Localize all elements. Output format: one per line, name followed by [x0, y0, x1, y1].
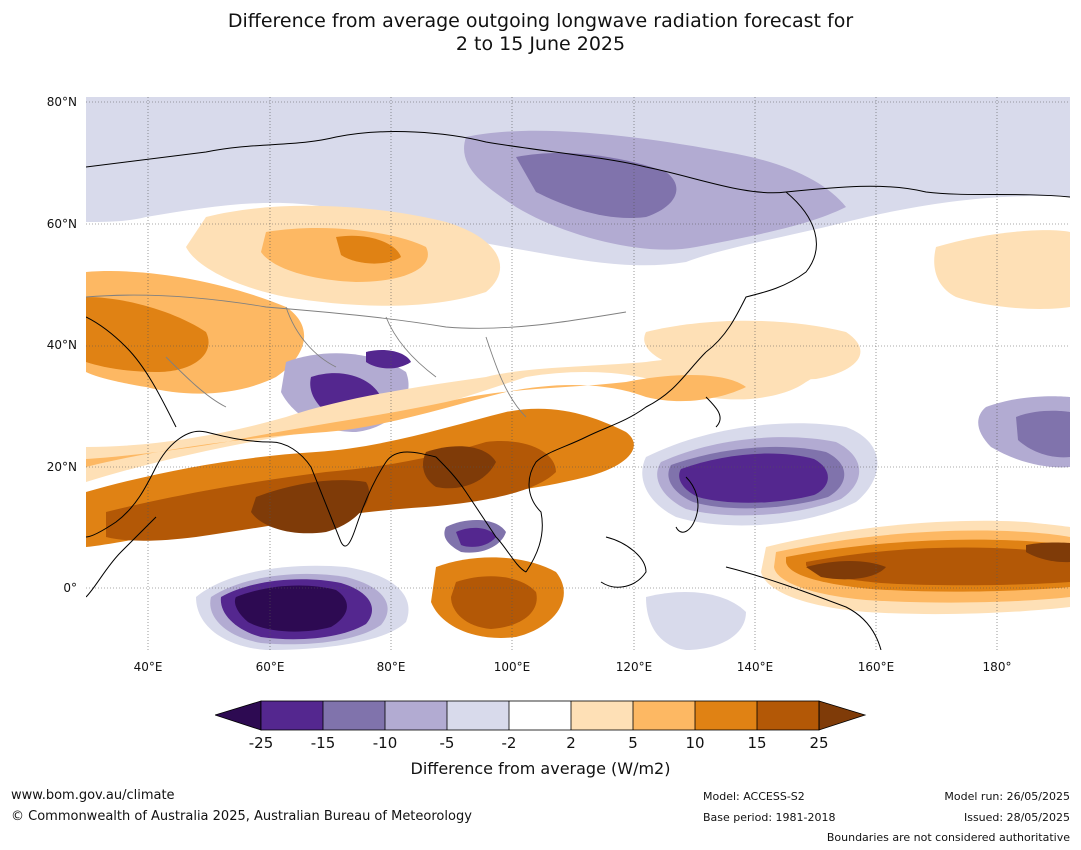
- colorbar-bin-2: [323, 701, 385, 730]
- lat-label-60n: 60°N: [46, 217, 77, 231]
- colorbar-bin-9: [757, 701, 819, 730]
- lon-label-120e: 120°E: [615, 660, 653, 674]
- lon-label-100e: 100°E: [493, 660, 531, 674]
- colorbar-tick: -15: [310, 734, 336, 752]
- website-link[interactable]: www.bom.gov.au/climate: [11, 788, 175, 803]
- graticule: [86, 97, 1070, 650]
- lon-label-80e: 80°E: [376, 660, 406, 674]
- colorbar-bin-5: [509, 701, 571, 730]
- lat-label-20n: 20°N: [46, 460, 77, 474]
- lat-label-80n: 80°N: [46, 95, 77, 109]
- model-text: Model: ACCESS-S2: [703, 790, 805, 803]
- colorbar-bin-7: [633, 701, 695, 730]
- title-line-2: 2 to 15 June 2025: [455, 33, 626, 55]
- base-period-text: Base period: 1981-2018: [703, 811, 836, 824]
- lon-label-60e: 60°E: [255, 660, 285, 674]
- lon-label-180: 180°: [982, 660, 1012, 674]
- colorbar-extend-high: [818, 700, 867, 731]
- colorbar-tick: 2: [566, 734, 576, 752]
- colorbar-tick: -10: [372, 734, 398, 752]
- coastlines: [86, 131, 1070, 650]
- colorbar-bin-8: [695, 701, 757, 730]
- colorbar-title: Difference from average (W/m2): [410, 759, 671, 778]
- map-canvas: [86, 97, 1070, 650]
- lon-label-160e: 160°E: [857, 660, 895, 674]
- issued-text: Issued: 28/05/2025: [963, 811, 1070, 824]
- colorbar-tick: 15: [747, 734, 767, 752]
- lon-label-140e: 140°E: [736, 660, 774, 674]
- colorbar-tick: 25: [809, 734, 829, 752]
- colorbar-tick: 5: [628, 734, 638, 752]
- colorbar: [215, 700, 867, 731]
- colorbar-tick: -25: [248, 734, 274, 752]
- colorbar-bin-6: [571, 701, 633, 730]
- lat-label-40n: 40°N: [46, 338, 77, 352]
- title-line-1: Difference from average outgoing longwav…: [227, 10, 854, 32]
- colorbar-extend-low: [215, 700, 262, 731]
- colorbar-tick: -5: [439, 734, 455, 752]
- disclaimer-text: Boundaries are not considered authoritat…: [826, 831, 1070, 844]
- copyright-text: © Commonwealth of Australia 2025, Austra…: [11, 809, 472, 824]
- lat-label-0: 0°: [63, 581, 77, 595]
- country-borders: [86, 294, 627, 418]
- model-run-text: Model run: 26/05/2025: [944, 790, 1070, 803]
- lon-label-40e: 40°E: [133, 660, 163, 674]
- colorbar-tick: 10: [685, 734, 705, 752]
- map-title: Difference from average outgoing longwav…: [0, 10, 1081, 56]
- colorbar-bin-4: [447, 701, 509, 730]
- colorbar-bin-3: [385, 701, 447, 730]
- olr-anomaly-map: [86, 97, 1070, 650]
- colorbar-tick: -2: [501, 734, 517, 752]
- colorbar-bin-1: [261, 701, 323, 730]
